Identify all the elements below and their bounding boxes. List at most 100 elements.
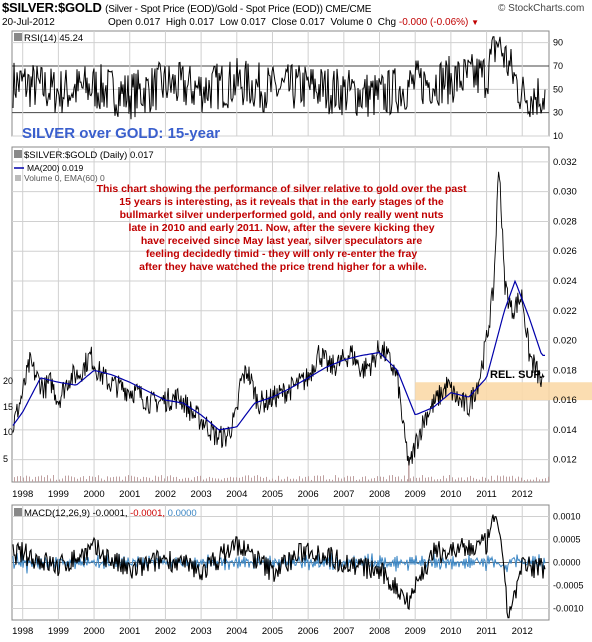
volume-bar (428, 477, 429, 482)
volume-bar (17, 476, 18, 482)
volume-bar (77, 478, 78, 482)
x-tick-label: 2003 (191, 626, 212, 637)
volume-bar (371, 478, 372, 482)
x-tick-label: 2005 (262, 626, 283, 637)
volume-bar (206, 478, 207, 482)
volume-bar (479, 479, 480, 482)
volume-bar (503, 475, 504, 482)
volume-bar (296, 479, 297, 482)
volume-bar (284, 478, 285, 482)
volume-bar (32, 479, 33, 482)
x-tick-label: 2012 (512, 626, 533, 637)
volume-bar (407, 479, 408, 482)
macd-tick-label: 0.0010 (553, 512, 581, 522)
volume-bar (203, 479, 204, 482)
volume-bar (530, 479, 531, 482)
rsi-legend-icon (14, 33, 22, 41)
volume-bar (131, 475, 132, 482)
x-tick-label: 2005 (262, 489, 283, 500)
volume-bar (308, 476, 309, 482)
x-tick-label: 2001 (119, 626, 140, 637)
volume-bar (476, 478, 477, 482)
volume-bar (443, 475, 444, 482)
volume-value: 0 (366, 17, 373, 28)
low-value: 0.017 (240, 17, 266, 28)
macd-panel: -0.0010 -0.0005 0.0000 0.0005 0.0010 MACD(12… (11, 504, 584, 621)
volume-bar (362, 476, 363, 482)
volume-bar (161, 475, 162, 482)
brand-watermark: © StockCharts.com (498, 3, 585, 14)
price-tick-label: 0.014 (553, 425, 577, 436)
volume-bar (44, 477, 45, 482)
volume-legend: Volume 0, EMA(60) 0 (24, 173, 105, 183)
volume-tick-label: 15 (3, 402, 13, 412)
volume-bar (266, 476, 267, 482)
x-tick-label: 2011 (476, 626, 496, 637)
volume-bar (260, 476, 261, 482)
rsi-series-line (12, 36, 546, 120)
volume-bar (413, 476, 414, 482)
volume-bar (422, 475, 423, 482)
volume-bar (515, 478, 516, 482)
close-value: 0.017 (299, 17, 325, 28)
volume-bar (440, 479, 441, 482)
volume-bar (146, 477, 147, 482)
volume-tick-labels: 5 10 15 20 (3, 376, 13, 464)
volume-bar (59, 479, 60, 482)
volume-bar (191, 479, 192, 482)
volume-bar (128, 475, 129, 482)
price-legend-icon (14, 150, 22, 158)
volume-bar (62, 478, 63, 482)
volume-bar (215, 478, 216, 482)
volume-bar (56, 479, 57, 482)
volume-bar (347, 475, 348, 482)
volume-bar (491, 475, 492, 482)
volume-bar (218, 478, 219, 482)
volume-bar (509, 476, 510, 482)
volume-bar (434, 479, 435, 482)
volume-bar (137, 477, 138, 482)
volume-bar (335, 475, 336, 482)
volume-bar (326, 479, 327, 482)
macd-series-line (12, 514, 546, 619)
price-tick-label: 0.022 (553, 306, 577, 317)
volume-bar (236, 477, 237, 482)
volume-bar (86, 479, 87, 482)
volume-bar (410, 478, 411, 482)
volume-bar (26, 475, 27, 482)
price-tick-label: 0.016 (553, 395, 577, 406)
volume-bar (374, 477, 375, 482)
volume-bar (47, 475, 48, 482)
volume-bar (329, 479, 330, 482)
volume-bar (494, 479, 495, 482)
ohlc-readout: Open 0.017 High 0.017 Low 0.017 Close 0.… (108, 17, 480, 28)
volume-bar (350, 476, 351, 482)
volume-bar (311, 479, 312, 482)
volume-bar (461, 477, 462, 482)
volume-bar (53, 475, 54, 482)
support-label: REL. SUP. (490, 369, 542, 381)
volume-bar (41, 475, 42, 482)
volume-bar (239, 477, 240, 482)
volume-bar (395, 476, 396, 482)
x-tick-label: 2009 (405, 626, 426, 637)
volume-bar (455, 479, 456, 482)
macd-legend: MACD(12,26,9) -0.0001, -0.0001, 0.0000 (24, 508, 197, 519)
chart-title: SILVER over GOLD: 15-year (22, 125, 220, 142)
volume-bar (173, 477, 174, 482)
volume-bar (257, 475, 258, 482)
volume-bar (548, 476, 549, 482)
volume-bar (392, 475, 393, 482)
volume-bar (408, 460, 410, 482)
macd-tick-label: -0.0010 (553, 604, 584, 614)
volume-bars (14, 460, 549, 482)
rsi-tick-label: 10 (553, 131, 563, 141)
x-tick-label: 2009 (405, 489, 426, 500)
x-tick-label: 2002 (155, 626, 176, 637)
price-tick-label: 0.028 (553, 216, 577, 227)
volume-bar (197, 476, 198, 482)
volume-legend-icon (15, 175, 21, 181)
volume-bar (452, 477, 453, 482)
volume-bar (155, 475, 156, 482)
